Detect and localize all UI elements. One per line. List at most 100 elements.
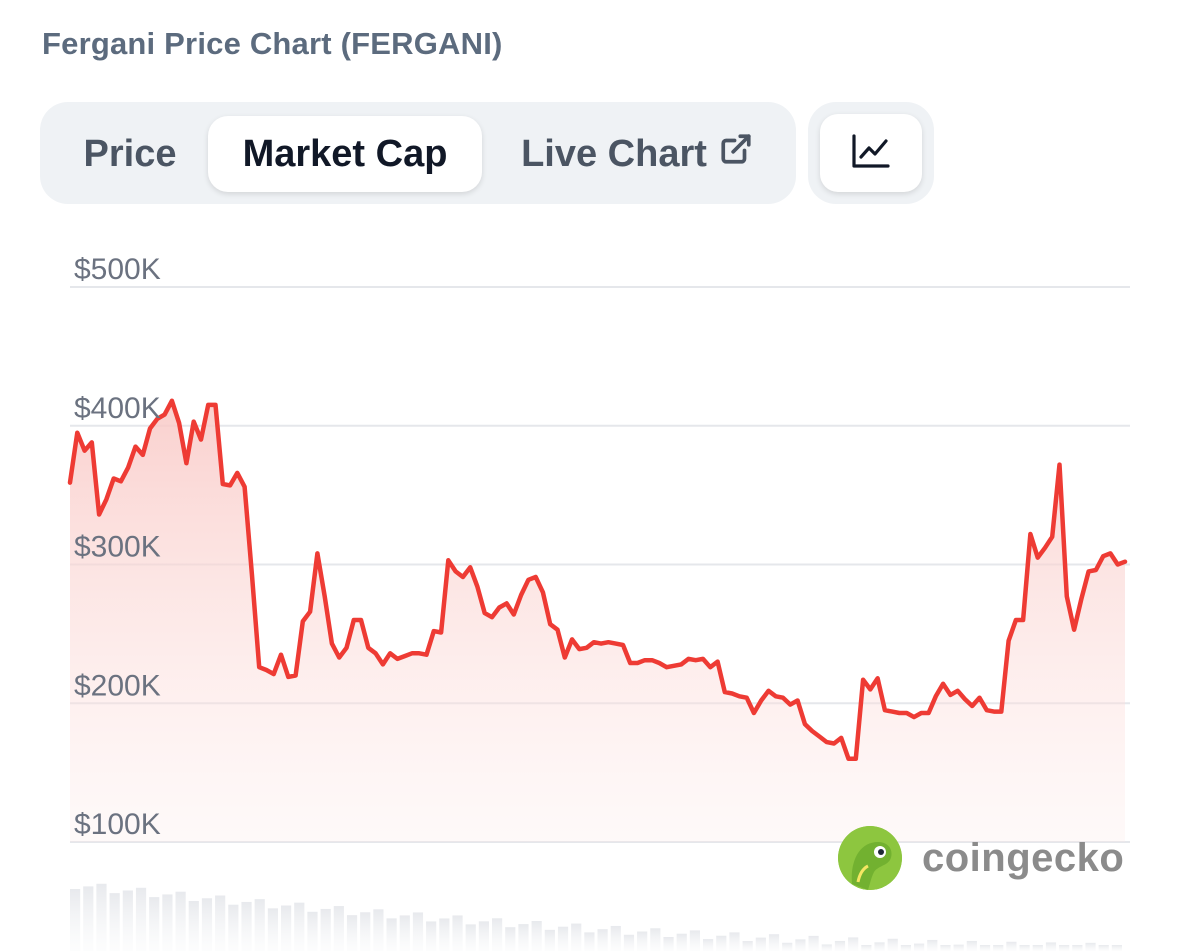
volume-bar — [571, 923, 582, 951]
volume-bar — [439, 918, 450, 951]
volume-bar — [900, 945, 911, 951]
volume-bar — [557, 926, 569, 951]
volume-bar — [373, 909, 384, 951]
volume-bar — [228, 904, 239, 951]
volume-bar — [281, 905, 292, 951]
y-tick-label: $400K — [74, 392, 161, 425]
volume-bar — [320, 908, 331, 951]
volume-bar — [360, 912, 371, 951]
volume-bar — [215, 895, 226, 951]
volume-bar — [966, 940, 977, 951]
volume-bar — [623, 934, 635, 951]
market-cap-area — [70, 400, 1125, 842]
coingecko-logo — [838, 826, 902, 890]
tab-price[interactable]: Price — [80, 116, 180, 192]
volume-bar — [241, 901, 252, 951]
volume-bar — [887, 938, 898, 951]
volume-bar — [953, 944, 964, 951]
tab-live-chart[interactable]: Live Chart — [514, 116, 760, 192]
volume-bar — [755, 937, 766, 951]
volume-bar — [716, 935, 727, 951]
volume-bar — [386, 918, 397, 951]
chart-tabs: Price Market Cap Live Chart — [40, 102, 796, 204]
volume-bar — [149, 897, 160, 951]
volume-bar — [637, 931, 648, 951]
volume-bar — [795, 939, 806, 951]
chart-type-toggle — [808, 102, 934, 204]
volume-bar — [109, 893, 120, 951]
market-cap-line — [67, 398, 1128, 762]
volume-bar — [544, 929, 555, 951]
volume-bar — [1111, 945, 1122, 951]
volume-bar — [584, 932, 595, 951]
volume-bar — [914, 943, 925, 951]
volume-bar — [663, 936, 674, 951]
volume-bar — [729, 932, 740, 951]
volume-bar — [940, 945, 951, 951]
y-tick-label: $300K — [74, 531, 161, 564]
volume-bar — [175, 891, 186, 951]
volume-bar — [96, 883, 107, 951]
volume-bar — [1045, 942, 1057, 951]
page-title: Fergani Price Chart (FERGANI) — [42, 26, 503, 61]
tab-price-label: Price — [83, 132, 177, 175]
volume-bar — [531, 920, 542, 951]
tab-live-chart-label: Live Chart — [521, 132, 707, 175]
volume-bar — [597, 929, 608, 951]
volume-bar — [1059, 945, 1070, 951]
volume-bar — [465, 924, 476, 951]
volume-bar — [346, 915, 358, 951]
volume-bar — [399, 915, 410, 951]
volume-bar — [1006, 941, 1017, 951]
volume-bar — [267, 908, 278, 951]
volume-bar — [927, 939, 938, 951]
volume-bar — [848, 937, 859, 951]
volume-bar — [834, 940, 846, 951]
tab-market-cap-label: Market Cap — [242, 132, 448, 175]
coingecko-watermark: coingecko — [838, 826, 1124, 890]
volume-bar — [1098, 945, 1109, 951]
watermark-text: coingecko — [922, 835, 1125, 880]
volume-bar — [650, 928, 661, 951]
external-link-icon — [719, 132, 753, 176]
volume-bar — [518, 924, 529, 951]
volume-bar — [162, 894, 173, 951]
volume-bar — [874, 942, 885, 951]
y-tick-label: $500K — [74, 253, 161, 286]
volume-bar — [135, 887, 147, 951]
volume-bar — [861, 945, 872, 951]
volume-bar — [254, 899, 265, 951]
volume-bar — [782, 942, 793, 951]
volume-bar — [188, 900, 199, 951]
volume-bar — [333, 906, 344, 951]
volume-bar — [689, 930, 700, 951]
volume-bar — [294, 902, 305, 951]
volume-bar — [1085, 942, 1096, 951]
volume-bar — [979, 945, 991, 951]
volume-bar — [821, 944, 832, 951]
volume-bar — [492, 918, 503, 951]
volume-bar — [1032, 945, 1043, 951]
volume-bar — [83, 886, 94, 951]
volume-bar — [1072, 945, 1083, 951]
y-tick-label: $200K — [74, 669, 161, 702]
volume-bar — [452, 915, 463, 951]
volume-bar — [426, 921, 437, 951]
volume-bar — [703, 939, 714, 951]
volume-bar — [122, 890, 133, 951]
volume-bar — [1019, 945, 1030, 951]
tab-market-cap[interactable]: Market Cap — [208, 116, 482, 192]
volume-bar — [70, 889, 81, 951]
volume-bar — [412, 912, 424, 951]
volume-bar — [307, 911, 318, 951]
chart-type-button[interactable] — [820, 114, 922, 192]
volume-bar — [993, 945, 1004, 951]
line-chart-icon — [851, 133, 891, 174]
volume-bar — [201, 898, 213, 951]
volume-bar — [676, 933, 687, 951]
volume-bar — [610, 925, 621, 951]
volume-bar — [808, 935, 819, 951]
volume-bar — [505, 927, 516, 951]
volume-bar — [478, 921, 489, 951]
